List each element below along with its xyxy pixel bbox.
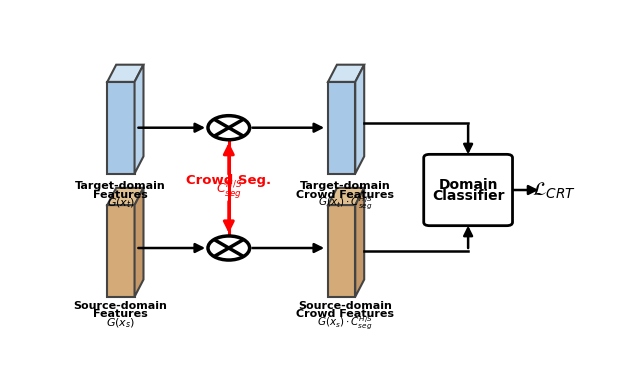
Text: Crowd Features: Crowd Features [296,190,394,200]
Text: Source-domain: Source-domain [74,301,168,311]
Text: Target-domain: Target-domain [300,182,391,192]
Text: $\mathcal{L}_{CRT}$: $\mathcal{L}_{CRT}$ [532,180,575,201]
Text: Classifier: Classifier [432,189,504,203]
Text: $G(x_t)\cdot C_{seg}^{H/S}$: $G(x_t)\cdot C_{seg}^{H/S}$ [318,195,373,212]
Polygon shape [108,205,134,297]
Polygon shape [328,188,364,205]
Polygon shape [328,82,355,173]
Polygon shape [108,188,143,205]
Polygon shape [134,65,143,173]
Text: Source-domain: Source-domain [298,301,392,311]
FancyBboxPatch shape [424,154,513,226]
Text: Crowd Features: Crowd Features [296,310,394,320]
Text: Features: Features [93,190,148,200]
Polygon shape [134,188,143,297]
Circle shape [208,116,250,140]
Text: Crowd Seg.: Crowd Seg. [186,174,271,187]
Text: Target-domain: Target-domain [76,182,166,192]
Text: $G(x_s)$: $G(x_s)$ [106,316,135,330]
Polygon shape [108,82,134,173]
Text: $G(x_s)\cdot C_{seg}^{H/S}$: $G(x_s)\cdot C_{seg}^{H/S}$ [317,314,373,332]
Circle shape [208,236,250,260]
Text: Domain: Domain [438,178,498,192]
Polygon shape [328,65,364,82]
Polygon shape [355,188,364,297]
Text: $C_{seg}^{H/S}$: $C_{seg}^{H/S}$ [216,179,242,201]
Text: Features: Features [93,310,148,320]
Text: $G(x_t)$: $G(x_t)$ [106,196,135,209]
Polygon shape [328,205,355,297]
Polygon shape [355,65,364,173]
Polygon shape [108,65,143,82]
